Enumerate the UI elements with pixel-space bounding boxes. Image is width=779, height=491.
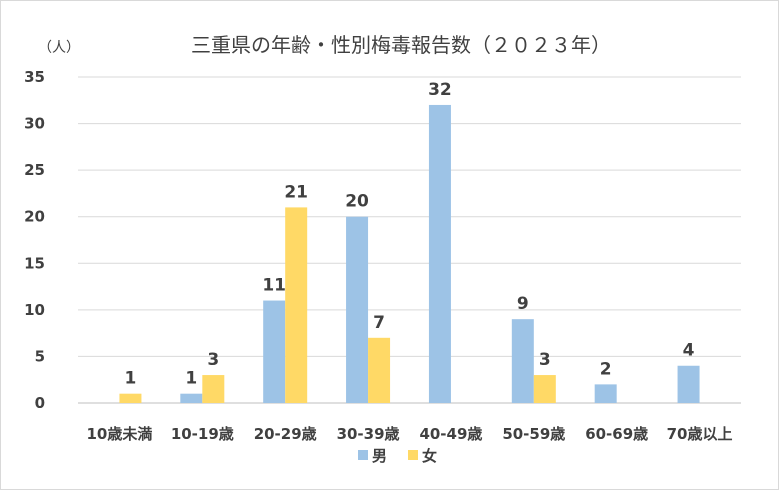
chart-title: 三重県の年齢・性別梅毒報告数（２０２３年）: [191, 33, 611, 57]
data-label: 2: [600, 359, 612, 379]
x-tick-label: 70歳以上: [667, 425, 733, 443]
bars: [119, 104, 700, 403]
data-label: 1: [185, 369, 197, 389]
data-label: 9: [517, 294, 529, 314]
y-axis-ticks: 0 5 10 15 20 25 30 35: [24, 68, 45, 412]
y-unit-label: （人）: [38, 40, 80, 56]
x-tick-label: 40-49歳: [419, 425, 482, 443]
bar-male: [180, 393, 203, 403]
x-tick-label: 60-69歳: [585, 425, 648, 443]
bar-male: [677, 365, 700, 403]
y-tick-label: 10: [24, 301, 45, 319]
y-tick-label: 20: [24, 208, 45, 226]
y-tick-label: 25: [24, 161, 45, 179]
bar-male: [263, 300, 286, 403]
data-label: 4: [683, 341, 695, 361]
data-label: 3: [539, 350, 551, 370]
x-tick-label: 50-59歳: [502, 425, 565, 443]
x-tick-label: 10歳未満: [87, 425, 153, 443]
y-tick-label: 5: [35, 347, 45, 365]
data-label: 20: [345, 192, 369, 212]
bar-female: [533, 375, 556, 403]
y-tick-label: 0: [35, 394, 45, 412]
data-label: 32: [428, 80, 452, 100]
y-tick-label: 30: [24, 115, 45, 133]
data-label: 7: [373, 313, 385, 333]
x-tick-label: 20-29歳: [254, 425, 317, 443]
y-tick-label: 35: [24, 68, 45, 86]
bar-female: [202, 375, 225, 403]
gridlines: [78, 76, 741, 404]
data-label: 21: [284, 182, 308, 202]
x-axis-ticks: 10歳未満 10-19歳 20-29歳 30-39歳 40-49歳 50-59歳 60-69…: [87, 425, 733, 443]
legend: 男女: [358, 447, 437, 465]
data-label: 1: [125, 369, 137, 389]
legend-label: 女: [422, 447, 437, 465]
bar-male: [346, 216, 369, 403]
bar-female: [368, 337, 391, 403]
y-tick-label: 15: [24, 254, 45, 272]
bar-male: [511, 319, 534, 403]
bar-female: [119, 393, 142, 403]
data-label: 11: [262, 276, 286, 296]
x-tick-label: 10-19歳: [171, 425, 234, 443]
legend-swatch: [408, 450, 418, 460]
bar-male: [594, 384, 617, 403]
legend-swatch: [358, 450, 368, 460]
bar-male: [428, 104, 451, 403]
legend-label: 男: [372, 447, 387, 465]
data-label: 3: [207, 350, 219, 370]
x-tick-label: 30-39歳: [337, 425, 400, 443]
bar-female: [285, 207, 308, 403]
